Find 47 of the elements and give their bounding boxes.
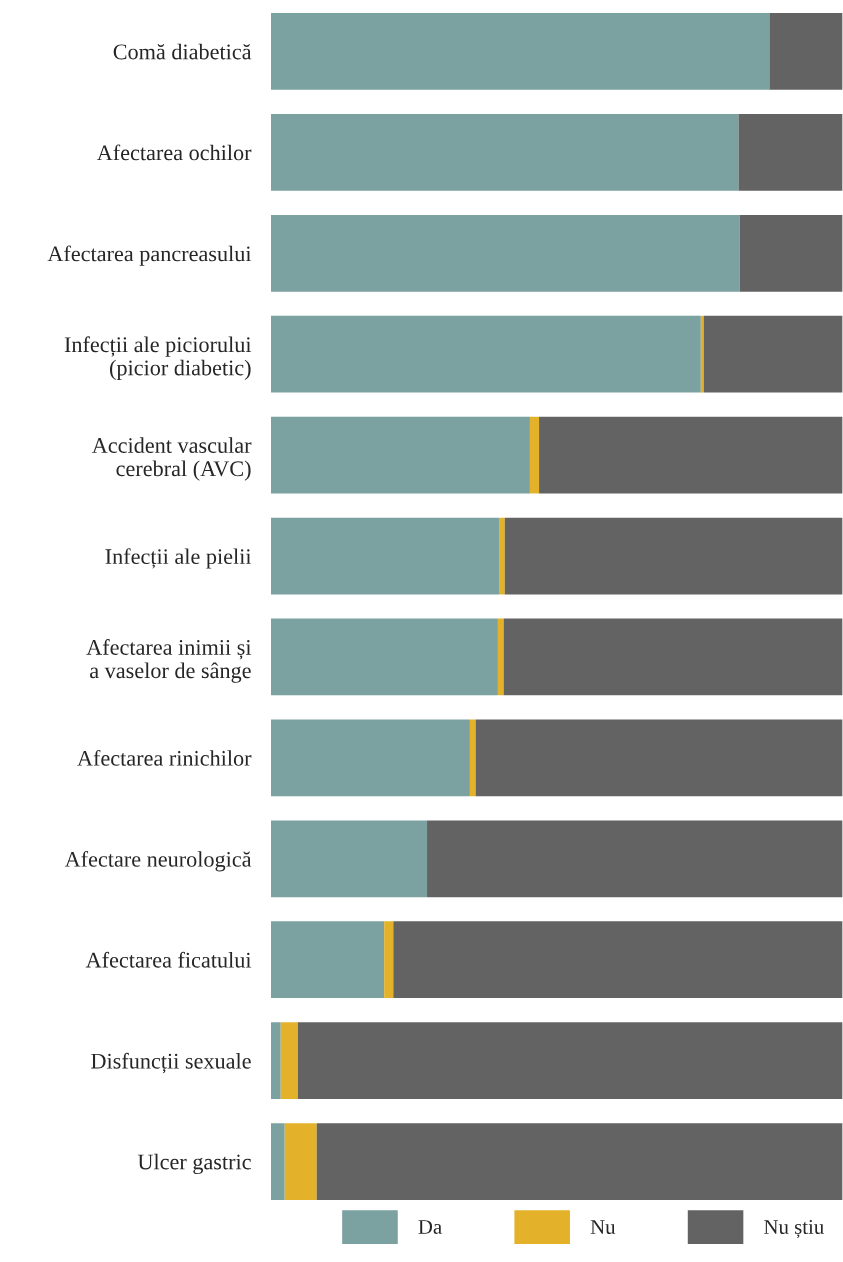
bar — [280, 1022, 298, 1099]
bar — [384, 921, 394, 999]
y-tick-label: Accident vascular cerebral (AVC) — [91, 437, 252, 481]
bar — [271, 114, 739, 191]
bar — [284, 1123, 317, 1200]
bar — [271, 921, 385, 999]
bar — [271, 719, 470, 797]
y-tick-label: Afectarea inimii și a vaselor de sânge — [86, 639, 252, 683]
bar — [504, 517, 843, 595]
bar — [503, 618, 843, 696]
legend-label: Da — [418, 1220, 442, 1234]
y-tick-label: Afectarea rinichilor — [77, 749, 252, 766]
bar — [427, 820, 843, 898]
y-tick-label: Infecții ale piciorului (picior diabetic) — [64, 336, 252, 380]
bar — [271, 1123, 285, 1200]
bar — [271, 13, 770, 90]
y-tick-label: Infecții ale pielii — [105, 548, 252, 569]
bar — [539, 416, 843, 494]
bar — [271, 416, 530, 494]
bar — [499, 517, 505, 595]
bar — [271, 214, 740, 292]
bar — [316, 1123, 843, 1200]
bar — [769, 13, 843, 90]
bar — [271, 517, 500, 595]
bar — [703, 315, 843, 393]
bar — [529, 416, 540, 494]
y-tick-label: Comă diabetică — [113, 43, 252, 60]
y-tick-label: Afectare neurologică — [64, 850, 252, 872]
bar — [475, 719, 843, 797]
legend-label: Nu știu — [764, 1219, 824, 1239]
bar — [297, 1022, 843, 1099]
bar — [738, 114, 843, 191]
y-tick-label: Disfuncții sexuale — [91, 1052, 251, 1074]
y-tick-label: Afectarea ochilor — [96, 144, 252, 161]
y-tick-label: Ulcer gastric — [137, 1153, 251, 1175]
bar — [497, 618, 504, 696]
bar — [271, 1022, 281, 1099]
bar — [700, 315, 704, 393]
bar — [393, 921, 843, 999]
bar — [271, 315, 701, 393]
bar — [271, 820, 428, 898]
bar — [469, 719, 476, 797]
bar — [739, 214, 843, 292]
bar — [271, 618, 498, 696]
y-tick-label: Afectarea pancreasului — [47, 245, 252, 266]
legend-label: Nu — [590, 1220, 616, 1234]
y-tick-label: Afectarea ficatului — [85, 951, 252, 968]
